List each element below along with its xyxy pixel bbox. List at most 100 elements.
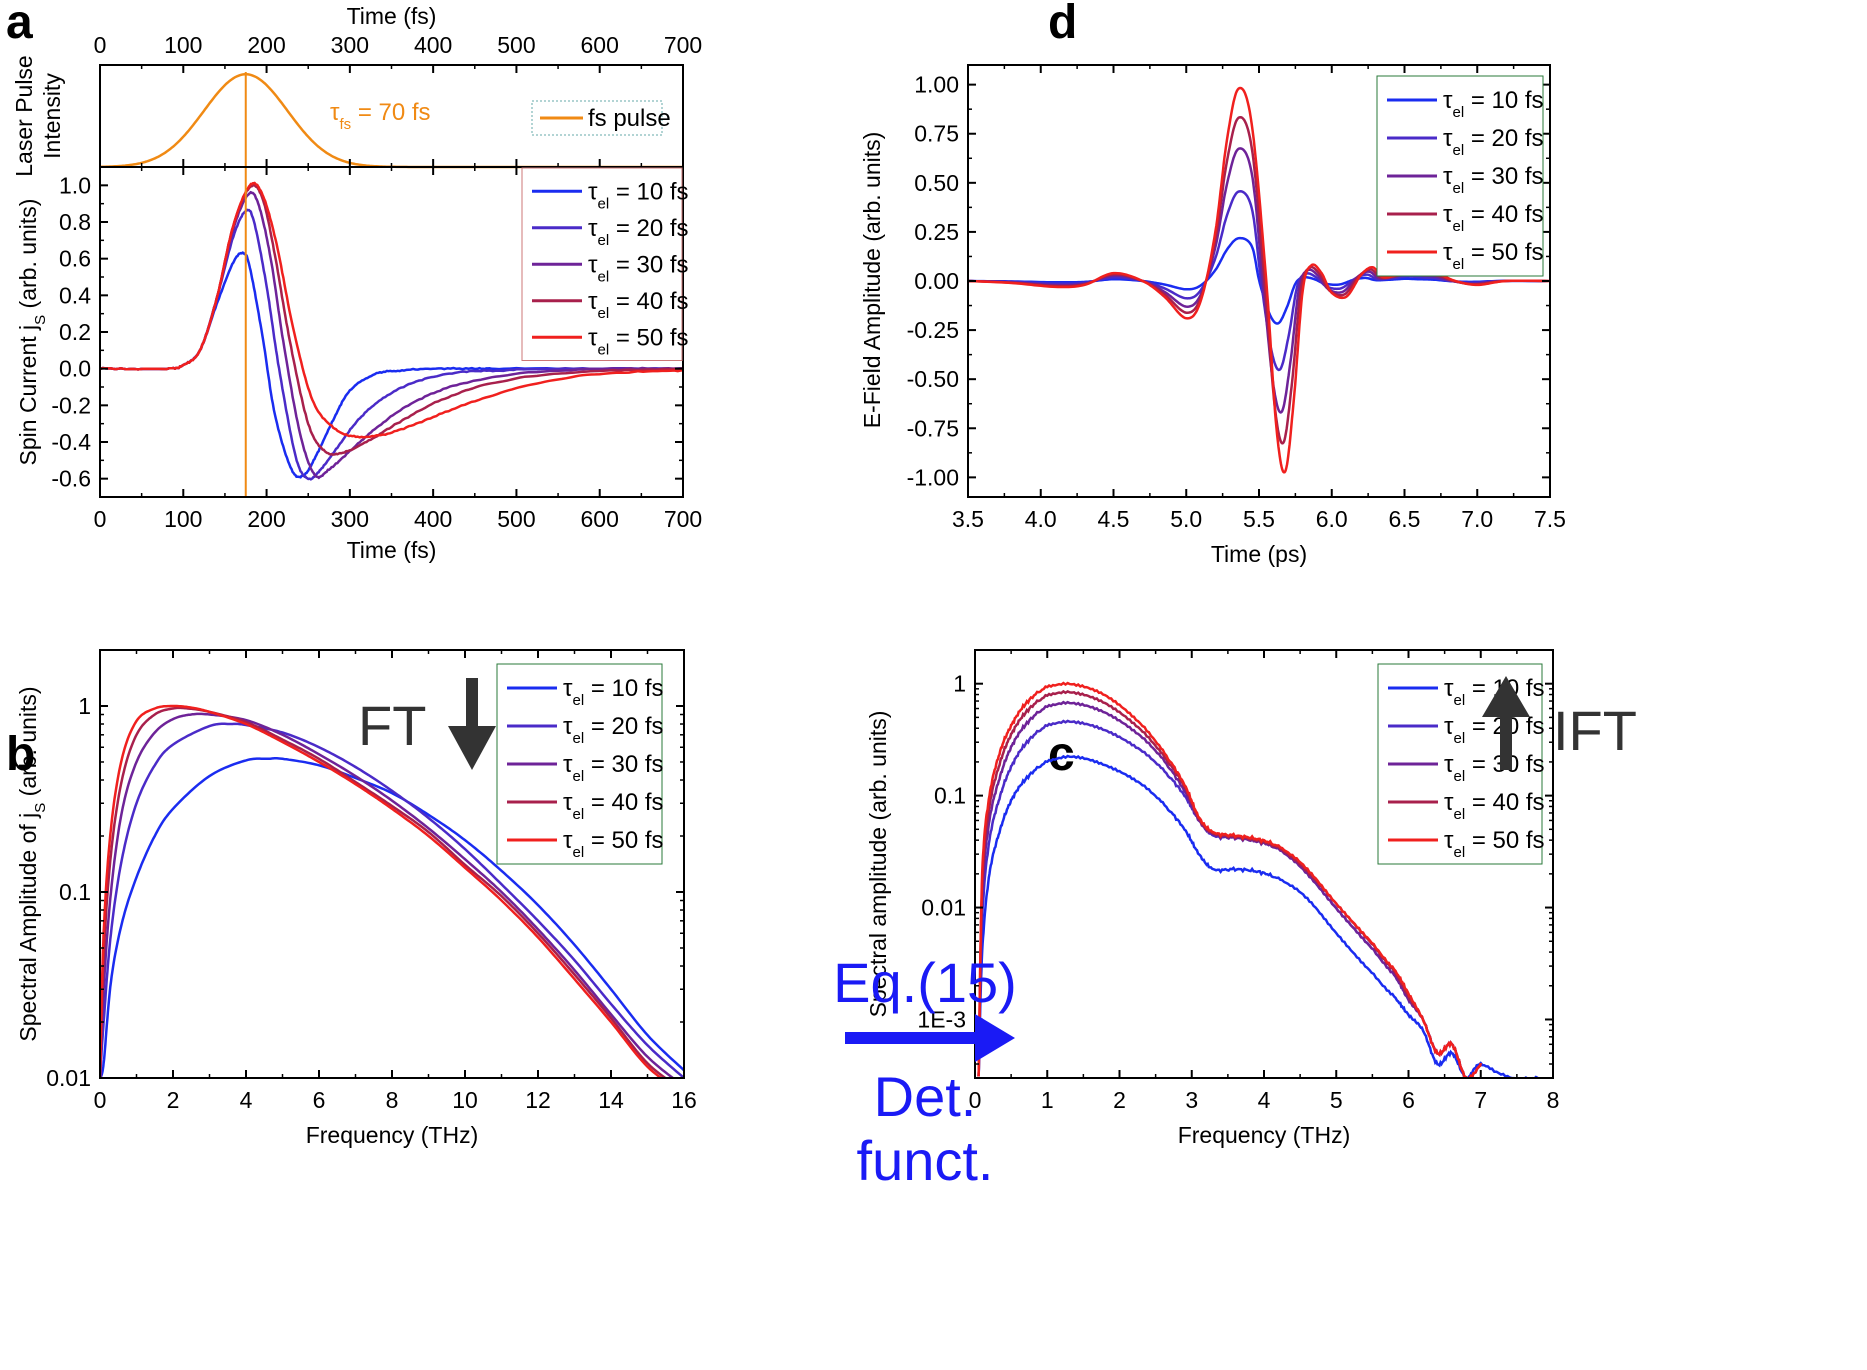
spectrum-b-line-tau-50 [100,704,663,1078]
x-tick-label: 10 [452,1087,478,1113]
x-tick-label: 4 [1258,1087,1271,1113]
x-tick-label: 12 [525,1087,551,1113]
y-tick-label: 1 [78,693,91,719]
x-axis-label: Frequency (THz) [1178,1122,1351,1148]
legend-label-tau-50: τel = 50 fs [563,827,664,861]
x-tick-label: 4.0 [1025,506,1057,532]
x-tick-label-top: 300 [331,32,369,58]
x-tick-label: 8 [386,1087,399,1113]
legend-label-tau-10: τel = 10 fs [1443,87,1544,121]
ft-arrow-head [448,726,496,770]
x-tick-label: 0 [94,1087,107,1113]
x-tick-label: 7.5 [1534,506,1566,532]
ft-label: FT [358,694,426,757]
spectrum-b-plot-frame [99,649,685,1079]
panel-label-a: a [6,0,33,49]
x-tick-label-top: 500 [497,32,535,58]
legend-label-tau-20: τel = 20 fs [1443,125,1544,159]
x-tick-label: 2 [167,1087,180,1113]
x-tick-label: 16 [671,1087,697,1113]
y-tick-label: 0.1 [59,879,91,905]
x-axis-label: Time (ps) [1211,541,1307,567]
x-tick-label: 300 [331,506,369,532]
y-tick-label: 0.6 [59,246,91,272]
x-tick-label: 3 [1185,1087,1198,1113]
x-tick-label: 200 [247,506,285,532]
legend-label-tau-10: τel = 10 fs [588,178,689,212]
ft-annotation: FT [358,678,496,770]
legend-label-tau-40: τel = 40 fs [588,288,689,322]
top-x-axis-label: Time (fs) [347,3,437,29]
panel-d-efield-chart: 1.00 0.75 0.50 0.25 0.00 -0.25 -0.50 -0.75 -1.00… [859,64,1566,567]
x-tick-label: 3.5 [952,506,984,532]
panel-label-d: d [1048,0,1077,49]
y-tick-label: 0.2 [59,319,91,345]
y-tick-label: 0.8 [59,209,91,235]
spectrum-c-line-tau-50 [977,681,1482,1078]
panel-label-b: b [6,728,35,781]
legend-label-tau-20: τel = 20 fs [563,713,664,747]
spectrum-b-line-tau-40 [100,706,668,1078]
x-tick-label: 5 [1330,1087,1343,1113]
y-tick-label: 1.0 [59,172,91,198]
x-axis-label: Time (fs) [347,537,437,563]
pulse-y-label-line1: Laser Pulse [11,55,37,176]
panel-b-spectral-chart: 1 0.1 0.010 2 4 6 8 10 12 14 16 Frequency (THz) Spec… [15,649,697,1148]
y-tick-label: 1.00 [914,72,959,98]
ift-annotation: IFT [1482,676,1637,770]
ift-arrow-head [1482,676,1530,717]
y-tick-label: 0.0 [59,356,91,382]
x-tick-label-top: 200 [247,32,285,58]
panel-a-pulse-chart: 0 100 200 300 400 500 600 700 Time (fs) Laser Pul… [11,3,702,177]
y-tick-label: 0.4 [59,282,91,308]
y-tick-label: -0.2 [51,392,91,418]
x-tick-label: 6 [313,1087,326,1113]
legend-label-tau-30: τel = 30 fs [1443,163,1544,197]
x-tick-label: 6 [1402,1087,1415,1113]
det-label-line1: Det. [874,1065,977,1128]
legend-label-tau-30: τel = 30 fs [563,751,664,785]
x-tick-label-top: 600 [581,32,619,58]
x-tick-label: 0 [94,506,107,532]
spectrum-c-line-tau-10 [977,754,1540,1078]
x-tick-label: 14 [598,1087,624,1113]
spin-current-line-tau-50 [99,181,684,439]
spectrum-b-line-tau-30 [100,712,675,1078]
efield-plot-frame [967,64,1551,498]
x-tick-label: 7 [1474,1087,1487,1113]
tau-fs-annotation: τfs = 70 fs [330,99,431,133]
x-tick-label: 400 [414,506,452,532]
eq-label: Eq.(15) [833,951,1017,1014]
y-tick-label: 0.00 [914,268,959,294]
pulse-legend-label: fs pulse [588,105,671,132]
y-tick-label: 0.1 [934,783,966,809]
y-tick-label: 0.25 [914,219,959,245]
x-tick-label: 6.0 [1316,506,1348,532]
spectrum-b-line-tau-10 [100,757,684,1078]
y-tick-label: 1 [953,671,966,697]
legend-label-tau-20: τel = 20 fs [588,215,689,249]
x-tick-label: 500 [497,506,535,532]
y-axis-label: E-Field Amplitude (arb. units) [859,132,885,429]
y-tick-label: 1E-3 [917,1006,966,1032]
y-tick-label: -0.25 [907,317,959,343]
y-tick-label: -0.6 [51,466,91,492]
eq-arrow-shaft [845,1032,980,1044]
panel-a-spin-current-chart: 1.0 0.8 0.6 0.4 0.2 0.0 -0.2 -0.4 -0.60 100 200 300… [15,72,702,563]
ift-arrow-shaft [1500,715,1512,770]
eq-arrow-head [975,1014,1015,1062]
spectrum-c-plot-frame [974,649,1554,1079]
legend-label-tau-50: τel = 50 fs [1444,827,1545,861]
det-label-line2: funct. [857,1129,994,1192]
x-axis-label: Frequency (THz) [306,1122,479,1148]
x-tick-label: 700 [664,506,702,532]
y-tick-label: -0.50 [907,366,959,392]
legend-label-tau-10: τel = 10 fs [563,675,664,709]
x-tick-label-top: 400 [414,32,452,58]
y-tick-label: 0.50 [914,170,959,196]
y-tick-label: -0.4 [51,429,91,455]
y-tick-label: 0.75 [914,121,959,147]
spectrum-b-line-tau-20 [100,722,684,1078]
x-tick-label: 2 [1113,1087,1126,1113]
panel-label-c: c [1048,728,1075,781]
